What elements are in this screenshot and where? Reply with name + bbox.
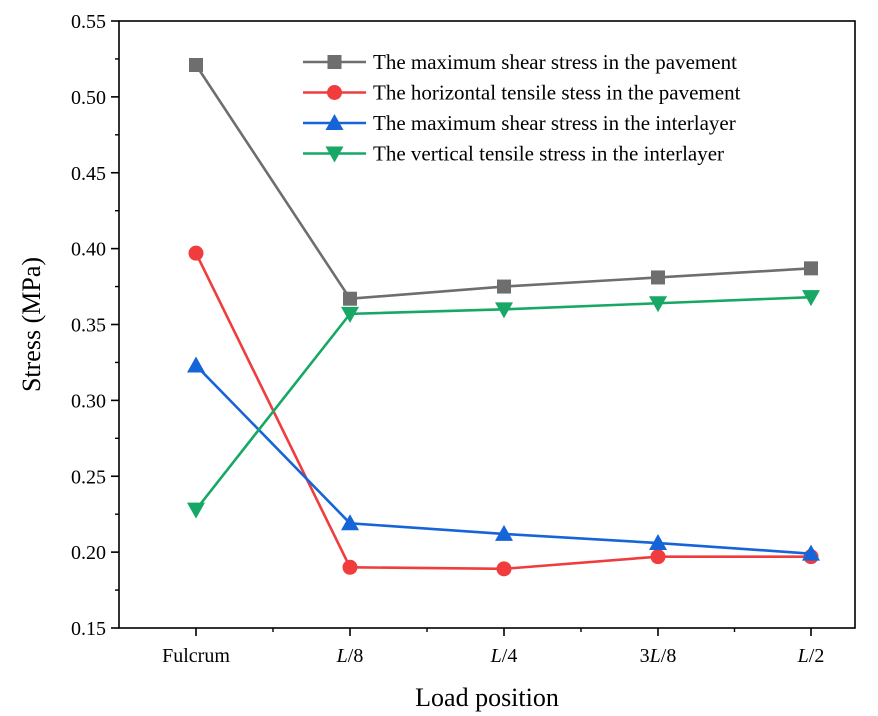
y-tick-label: 0.35 — [71, 315, 106, 337]
data-point — [496, 561, 512, 577]
legend: The maximum shear stress in the pavement… — [303, 50, 741, 166]
legend-marker — [325, 146, 344, 163]
x-tick-label-l2: L/2 — [797, 645, 825, 667]
y-tick-label: 0.40 — [71, 239, 106, 261]
x-tick-label-part: L — [797, 645, 809, 667]
legend-item-2: The horizontal tensile stess in the pave… — [303, 81, 741, 105]
data-point — [188, 245, 204, 261]
data-point — [341, 306, 359, 323]
data-point — [802, 290, 820, 307]
x-tick-label-3l8: 3L/8 — [640, 645, 677, 667]
y-tick-label: 0.15 — [71, 618, 106, 640]
x-tick-label-part: /2 — [809, 645, 825, 667]
x-tick-label-part: /4 — [502, 645, 518, 667]
data-point — [649, 296, 667, 313]
data-point — [495, 524, 513, 541]
data-point — [343, 291, 357, 306]
x-axis: Fulcrum L/8 L/4 3L/8 L/2 — [162, 628, 824, 667]
data-point — [495, 302, 513, 319]
series-4 — [187, 290, 820, 519]
y-axis: 0.15 0.20 0.25 0.30 0.35 0.40 0.45 0.50 0.55 — [71, 11, 119, 640]
y-tick-label: 0.25 — [71, 466, 106, 488]
data-point — [651, 270, 665, 285]
x-tick-label-part: L — [490, 645, 502, 667]
legend-marker — [325, 114, 344, 130]
legend-label: The maximum shear stress in the interlay… — [373, 111, 736, 135]
y-axis-title: Stress (MPa) — [17, 257, 46, 392]
legend-label: The maximum shear stress in the pavement — [373, 50, 737, 74]
y-tick-label: 0.30 — [71, 390, 106, 412]
y-tick-label: 0.50 — [71, 87, 106, 109]
x-tick-label-part: L — [336, 645, 348, 667]
legend-item-3: The maximum shear stress in the interlay… — [303, 111, 736, 135]
series-line — [194, 295, 812, 511]
data-point — [341, 514, 359, 531]
x-tick-label-l4: L/4 — [490, 645, 518, 667]
series-1 — [189, 58, 818, 306]
data-point — [804, 261, 818, 276]
x-tick-label-part: /8 — [661, 645, 677, 667]
legend-item-1: The maximum shear stress in the pavement — [303, 50, 737, 74]
data-point — [189, 58, 203, 73]
x-tick-label-part: /8 — [348, 645, 364, 667]
legend-label: The vertical tensile stress in the inter… — [373, 142, 724, 166]
data-point — [497, 279, 511, 294]
legend-marker — [327, 85, 342, 100]
data-point — [187, 356, 205, 373]
legend-item-4: The vertical tensile stress in the inter… — [303, 142, 724, 166]
y-tick-label: 0.55 — [71, 11, 106, 33]
legend-marker — [327, 55, 342, 69]
x-tick-label-l8: L/8 — [336, 645, 364, 667]
x-tick-label-part: Fulcrum — [162, 645, 230, 667]
y-tick-label: 0.45 — [71, 163, 106, 185]
data-point — [802, 544, 820, 561]
data-point — [650, 549, 666, 565]
data-point — [187, 502, 205, 519]
x-tick-label-part: L — [649, 645, 661, 667]
y-tick-label: 0.20 — [71, 542, 106, 564]
series-3 — [187, 356, 820, 561]
data-point — [649, 534, 667, 551]
legend-label: The horizontal tensile stess in the pave… — [373, 81, 741, 105]
x-tick-label-part: 3 — [640, 645, 650, 667]
x-axis-title: Load position — [415, 683, 559, 712]
x-tick-label-fulcrum: Fulcrum — [162, 645, 230, 667]
series-layer — [187, 58, 820, 577]
data-point — [342, 559, 358, 575]
